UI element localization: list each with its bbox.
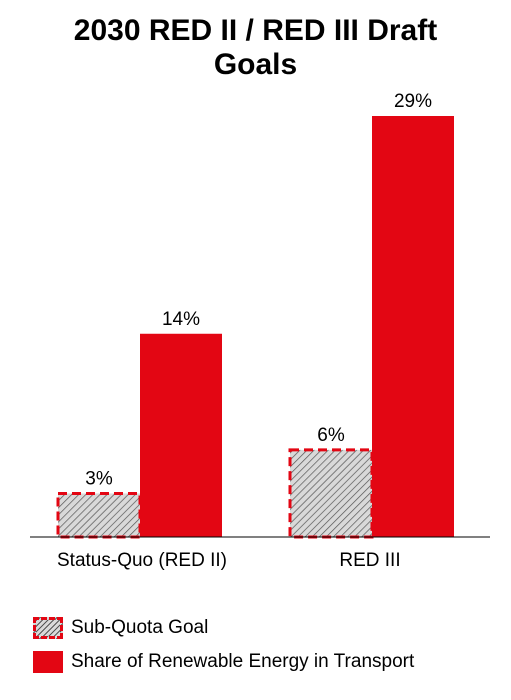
legend-label-share-renewable: Share of Renewable Energy in Transport xyxy=(71,651,415,672)
chart-title-line-2: Goals xyxy=(213,48,298,81)
legend: Sub-Quota Goal Share of Renewable Energy… xyxy=(33,615,414,683)
bar-chart: 3% 6% 14% 29% Status-Quo (RED II) RED III xyxy=(30,91,490,571)
legend-item-sub-quota: Sub-Quota Goal xyxy=(33,615,414,641)
legend-swatch-hatched xyxy=(33,617,63,639)
bar-share-0 xyxy=(140,333,222,537)
chart-title: 2030 RED II / RED III Draft Goals xyxy=(0,14,511,82)
data-label-share-1: 29% xyxy=(394,91,432,112)
data-label-sub-quota-1: 6% xyxy=(317,425,345,446)
data-label-sub-quota-0: 3% xyxy=(85,468,113,489)
legend-label-sub-quota: Sub-Quota Goal xyxy=(71,617,209,638)
category-label-0: Status-Quo (RED II) xyxy=(57,550,227,571)
category-label-1: RED III xyxy=(339,550,400,571)
chart-title-line-1: 2030 RED II / RED III Draft xyxy=(73,14,438,47)
bar-share-1 xyxy=(372,116,454,537)
bar-sub-quota-1 xyxy=(288,448,374,539)
legend-swatch-solid xyxy=(33,651,63,673)
bar-sub-quota-0 xyxy=(56,491,142,539)
legend-item-share-renewable: Share of Renewable Energy in Transport xyxy=(33,649,414,675)
data-label-share-0: 14% xyxy=(162,309,200,330)
